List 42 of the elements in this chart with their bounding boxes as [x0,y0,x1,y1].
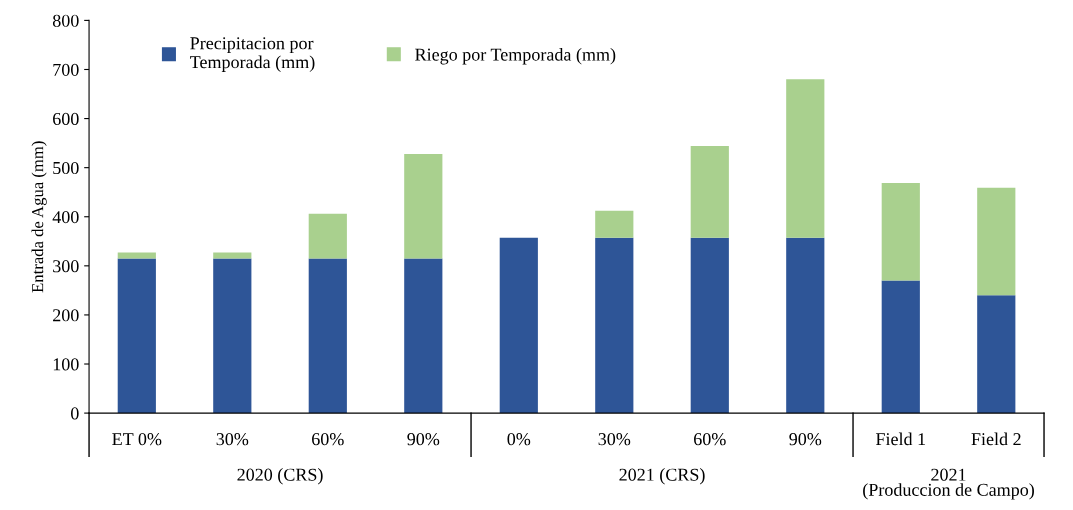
bar [404,153,443,259]
x-tick-label: Field 2 [971,432,1021,446]
bar [690,237,729,414]
text: 2021 (Produccion de Campo) [863,468,1034,500]
bar [499,237,538,414]
x-tick-label: 90% [407,433,440,446]
bar [213,258,252,414]
bar [786,237,825,414]
bar [308,258,347,414]
bar [595,237,634,414]
text: 2021 (CRS) [619,468,705,485]
legend-label: Riego por Temporada (mm) [415,48,616,65]
y-tick-label: 700 [53,63,79,76]
x-tick-label: 30% [598,433,631,446]
x-tick-label: 90% [789,433,822,446]
x-tick-label: 60% [312,433,344,446]
y-tick-label: 300 [53,260,79,273]
x-tick-label: 30% [216,433,249,446]
x-tick-label: 0% [507,433,531,446]
x-tick-label: ET 0% [112,433,162,446]
text: 2020 (CRS) [237,468,323,485]
legend-label: Precipitacion por Temporada (mm) [190,37,315,72]
y-tick-label: 600 [53,112,79,126]
bar [881,182,920,281]
bar [786,79,825,238]
y-tick-label: 500 [53,161,79,175]
y-axis-title: Entrada de Agua (mm) [31,141,47,293]
y-tick-label: 0 [71,407,79,420]
y-tick-label: 200 [53,309,79,322]
bar [595,210,634,238]
bar [977,295,1016,414]
bar [404,258,443,414]
x-tick-label: 60% [694,433,726,446]
y-tick-label: 400 [52,211,79,224]
bar [690,146,729,238]
bar [117,258,156,414]
bar [308,213,347,259]
bar [881,280,920,414]
y-tick-label: 100 [53,358,79,371]
y-tick-label: 800 [52,14,79,27]
x-tick-label: Field 1 [875,432,926,446]
bar [977,187,1016,296]
